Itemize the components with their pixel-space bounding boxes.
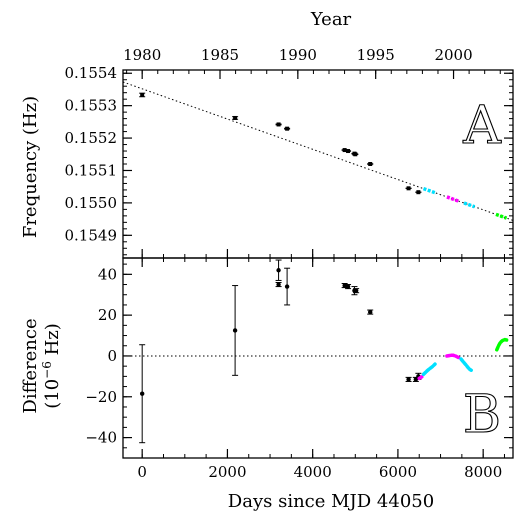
x-tick-label: 6000 — [379, 463, 417, 481]
y-tick-label-a: 0.1551 — [65, 161, 118, 179]
data-point-b — [232, 328, 238, 333]
panel-b-frame — [122, 257, 514, 459]
data-point-b — [276, 268, 281, 273]
x-axis-title: Days since MJD 44050 — [228, 491, 434, 512]
y-tick-label-a: 0.1553 — [65, 97, 118, 115]
timing-segment-b — [445, 353, 462, 360]
data-point-b — [276, 282, 281, 287]
timing-segment-b — [421, 362, 437, 377]
timing-segment-a — [463, 201, 476, 209]
y-tick-label-a: 0.1554 — [65, 64, 118, 82]
panel-letter-b: B — [463, 385, 501, 445]
timing-segment-b — [459, 357, 473, 372]
y-axis-title-b: Difference — [20, 318, 41, 413]
panel-a-frame — [122, 69, 514, 259]
x-tick-label: 4000 — [294, 463, 332, 481]
y-axis-title-a: Frequency (Hz) — [20, 96, 41, 238]
units-suffix: Hz) — [42, 323, 63, 361]
data-point-a — [406, 186, 411, 191]
data-point-a — [276, 122, 281, 127]
panel-letter-a: A — [462, 96, 502, 156]
data-point-b — [139, 391, 145, 396]
data-point-a — [140, 92, 145, 97]
data-point-a — [346, 149, 351, 154]
y-tick-label-b: 20 — [98, 306, 117, 324]
data-point-a — [285, 126, 290, 131]
x-tick-label: 0 — [137, 463, 147, 481]
units-prefix: (10 — [42, 379, 63, 409]
data-point-b — [353, 288, 359, 293]
y-tick-label-a: 0.1552 — [65, 129, 118, 147]
timing-segment-a — [446, 195, 461, 204]
data-point-b — [345, 284, 351, 289]
data-point-a — [368, 162, 373, 166]
panel-b: 0 2000 4000 6000 8000 −40 −20 0 20 40 — [85, 257, 514, 481]
y-tick-label-a: 0.1549 — [65, 226, 118, 244]
year-tick-label: 2000 — [434, 46, 472, 64]
data-point-a — [353, 152, 358, 157]
data-point-b — [284, 284, 290, 289]
y-tick-label-b: 0 — [107, 347, 117, 365]
y-tick-label-b: −40 — [85, 429, 117, 447]
timing-segment-b — [417, 374, 425, 381]
data-point-a — [342, 148, 347, 153]
timing-segment-b — [495, 337, 509, 352]
y-tick-label-b: 40 — [98, 265, 117, 283]
data-point-b — [368, 309, 373, 315]
data-point-b — [406, 377, 411, 382]
timing-segment-a — [422, 186, 437, 195]
panel-a: 1980 1985 1990 1995 2000 0.1549 0.1550 0.1551 0.… — [65, 46, 514, 259]
x-tick-label: 8000 — [464, 463, 502, 481]
data-point-a — [416, 190, 421, 195]
y-tick-label-a: 0.1550 — [65, 194, 118, 212]
timing-segment-a — [495, 212, 508, 220]
x-tick-label: 2000 — [208, 463, 246, 481]
y-axis-units-b: (10−6 Hz) — [40, 323, 63, 409]
year-tick-label: 1995 — [357, 46, 395, 64]
top-axis-title: Year — [310, 9, 352, 30]
year-tick-label: 1985 — [201, 46, 239, 64]
year-tick-label: 1990 — [279, 46, 317, 64]
units-exponent: −6 — [40, 361, 54, 379]
y-tick-label-b: −20 — [85, 388, 117, 406]
data-point-a — [233, 115, 238, 120]
year-tick-label: 1980 — [123, 46, 161, 64]
spin-down-fit-line — [122, 81, 514, 221]
